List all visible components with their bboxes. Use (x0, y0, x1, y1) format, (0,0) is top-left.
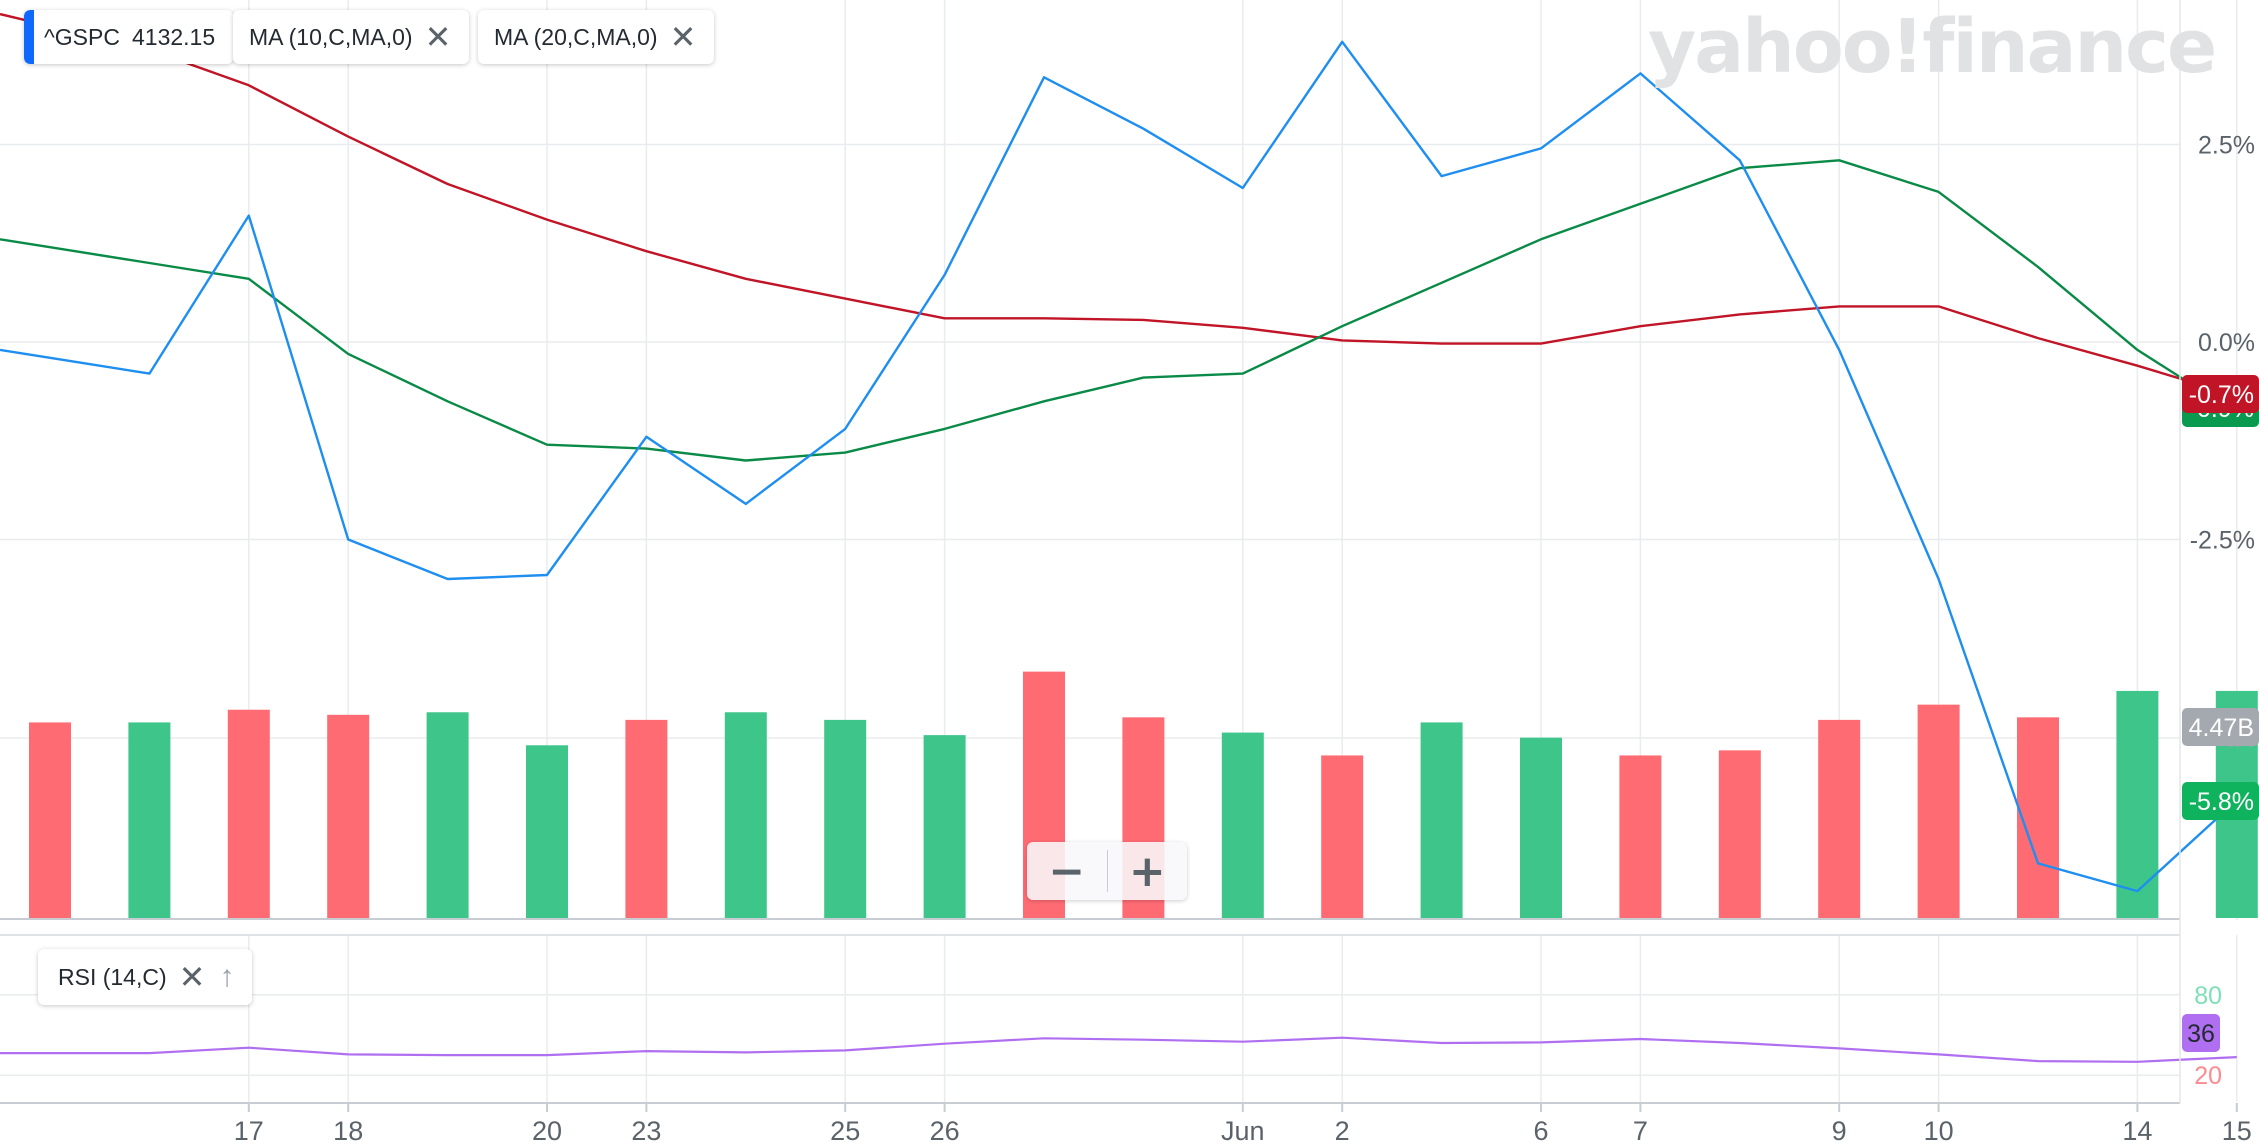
volume-bar (1420, 722, 1463, 918)
rsi-line (0, 1036, 2237, 1063)
ma10-line (0, 159, 2238, 462)
x-tick-label: 18 (333, 1116, 363, 1144)
zoom-controls: − + (1027, 842, 1187, 900)
x-tick-label: 6 (1533, 1116, 1548, 1144)
volume-bar (327, 714, 370, 918)
volume-bar (824, 719, 867, 918)
volume-bar (1818, 719, 1861, 918)
x-tick-label: 14 (2122, 1116, 2152, 1144)
rsi-last-label: 36 (2187, 1020, 2215, 1048)
ma10-series (0, 159, 2238, 462)
volume-bar (128, 722, 171, 918)
x-tick-label: 2 (1335, 1116, 1350, 1144)
rsi-tick-label: 80 (2194, 982, 2222, 1010)
volume-bar (625, 719, 668, 918)
x-tick-label: 10 (1924, 1116, 1954, 1144)
legend-gspc-chip[interactable]: ^GSPC 4132.15 (24, 10, 234, 64)
x-tick-label: 20 (532, 1116, 562, 1144)
legend-ma20-label: MA (20,C,MA,0) (494, 23, 658, 50)
close-icon[interactable]: ✕ (669, 19, 697, 55)
volume-bar (1619, 755, 1662, 918)
volume-bar (1221, 732, 1264, 918)
volume-bar (1718, 750, 1761, 918)
x-tick-label: 17 (234, 1116, 264, 1144)
zoom-out-button[interactable]: − (1048, 845, 1086, 897)
legend-ma10-chip[interactable]: MA (10,C,MA,0) ✕ (233, 10, 470, 64)
x-tick-label: Jun (1221, 1116, 1265, 1144)
price-last-label: -5.8% (2189, 788, 2254, 816)
ma20-last-label: -0.7% (2189, 381, 2254, 409)
rsi-tick-label: 20 (2194, 1062, 2222, 1090)
ma20-line (0, 12, 2238, 397)
legend-price: 4132.15 (131, 23, 216, 50)
volume-bar (1321, 755, 1364, 918)
x-tick-label: 7 (1633, 1116, 1648, 1144)
x-tick-label: 25 (830, 1116, 860, 1144)
arrow-up-icon[interactable]: ↑ (219, 960, 235, 993)
zoom-in-button[interactable]: + (1128, 845, 1166, 897)
volume-bar (1917, 704, 1960, 918)
x-tick-label: 9 (1832, 1116, 1847, 1144)
grid-layer (0, 0, 2238, 1102)
rsi-series (0, 1036, 2237, 1063)
volume-bar (526, 745, 568, 918)
volume-last-label-bg (2182, 708, 2259, 746)
close-icon[interactable]: ✕ (424, 19, 452, 55)
volume-bar (724, 712, 767, 918)
y-tick-label: -2.5% (2190, 527, 2255, 555)
yahoo-finance-logo: yahoo!finance (1648, 4, 2217, 90)
x-tick-label: 26 (930, 1116, 960, 1144)
legend-rsi-label: RSI (14,C) (58, 963, 167, 990)
volume-bar (2116, 690, 2159, 918)
ma20-last-label-bg (2182, 375, 2259, 413)
volume-bar (227, 709, 270, 918)
close-icon[interactable]: ✕ (178, 959, 206, 995)
volume-bar (2017, 717, 2059, 918)
volume-bar (29, 722, 71, 918)
price-line (0, 40, 2238, 893)
volume-last-label: 4.47B (2189, 714, 2254, 742)
legend-rsi-chip[interactable]: RSI (14,C) ✕ ↑ (38, 949, 253, 1005)
x-tick-label: 15 (2222, 1116, 2252, 1144)
zoom-divider (1106, 850, 1108, 892)
volume-bars (29, 671, 2258, 918)
y-tick-label: 0.0% (2198, 329, 2255, 357)
x-tick-label: 23 (631, 1116, 661, 1144)
volume-bar (923, 735, 966, 918)
y-tick-label: 2.5% (2198, 132, 2255, 160)
legend-ticker: ^GSPC (44, 23, 120, 50)
volume-bar (1520, 737, 1562, 918)
legend-ma20-chip[interactable]: MA (20,C,MA,0) ✕ (478, 10, 715, 64)
price-last-label-bg (2182, 782, 2259, 820)
series-color-marker (24, 10, 34, 64)
rsi-last-label-bg (2182, 1014, 2220, 1052)
last-value-labels: -0.9%-0.7%4.47B-5.8%36 (2182, 375, 2259, 1052)
ma20-series (0, 12, 2238, 397)
volume-bar (426, 712, 469, 918)
legend-ma10-label: MA (10,C,MA,0) (249, 23, 413, 50)
